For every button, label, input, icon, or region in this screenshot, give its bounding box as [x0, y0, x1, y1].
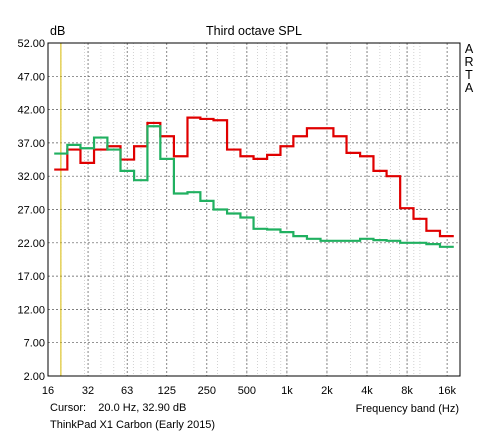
side-label-3: T — [465, 68, 473, 82]
x-tick-label: 250 — [198, 385, 216, 397]
x-tick-label: 4k — [361, 385, 373, 397]
x-tick-label: 16 — [42, 385, 54, 397]
x-tick-label: 8k — [401, 385, 413, 397]
y-tick-label: 12.00 — [17, 304, 45, 316]
data-series — [54, 116, 454, 248]
y-tick-labels: 2.00 7.00 12.00 17.00 22.00 27.00 32.00 37.00 42… — [17, 38, 45, 383]
y-tick-label: 52.00 — [17, 38, 45, 50]
y-tick-label: 2.00 — [24, 371, 45, 383]
side-label-2: R — [464, 55, 473, 69]
x-tick-label: 16k — [438, 385, 456, 397]
side-label-1: A — [465, 42, 474, 56]
y-tick-label: 7.00 — [24, 338, 45, 350]
x-tick-label: 125 — [158, 385, 176, 397]
x-tick-label: 63 — [121, 385, 133, 397]
cursor-label: Cursor: — [50, 402, 87, 414]
side-label-4: A — [465, 81, 474, 95]
x-tick-label: 32 — [82, 385, 94, 397]
x-axis-label: Frequency band (Hz) — [356, 403, 459, 415]
y-tick-label: 47.00 — [17, 71, 45, 83]
y-tick-label: 37.00 — [17, 138, 45, 150]
device-name: ThinkPad X1 Carbon (Early 2015) — [50, 419, 216, 431]
x-tick-label: 1k — [281, 385, 293, 397]
grid — [48, 43, 460, 376]
plot-frame — [47, 42, 461, 377]
y-tick-label: 32.00 — [17, 171, 45, 183]
y-tick-label: 17.00 — [17, 271, 45, 283]
cursor-value: 20.0 Hz, 32.90 dB — [98, 402, 187, 414]
y-tick-label: 22.00 — [17, 238, 45, 250]
y-tick-label: 27.00 — [17, 205, 45, 217]
x-tick-labels: 16 32 63 125 250 500 1k 2k 4k 8k 16k — [42, 385, 457, 397]
series-line-2 — [54, 125, 454, 248]
y-tick-label: 42.00 — [17, 105, 45, 117]
chart-title: Third octave SPL — [206, 24, 302, 38]
y-axis-unit: dB — [50, 24, 65, 38]
x-tick-label: 2k — [321, 385, 333, 397]
x-tick-label: 500 — [238, 385, 256, 397]
cursor-readout: Cursor: 20.0 Hz, 32.90 dB — [50, 402, 186, 414]
